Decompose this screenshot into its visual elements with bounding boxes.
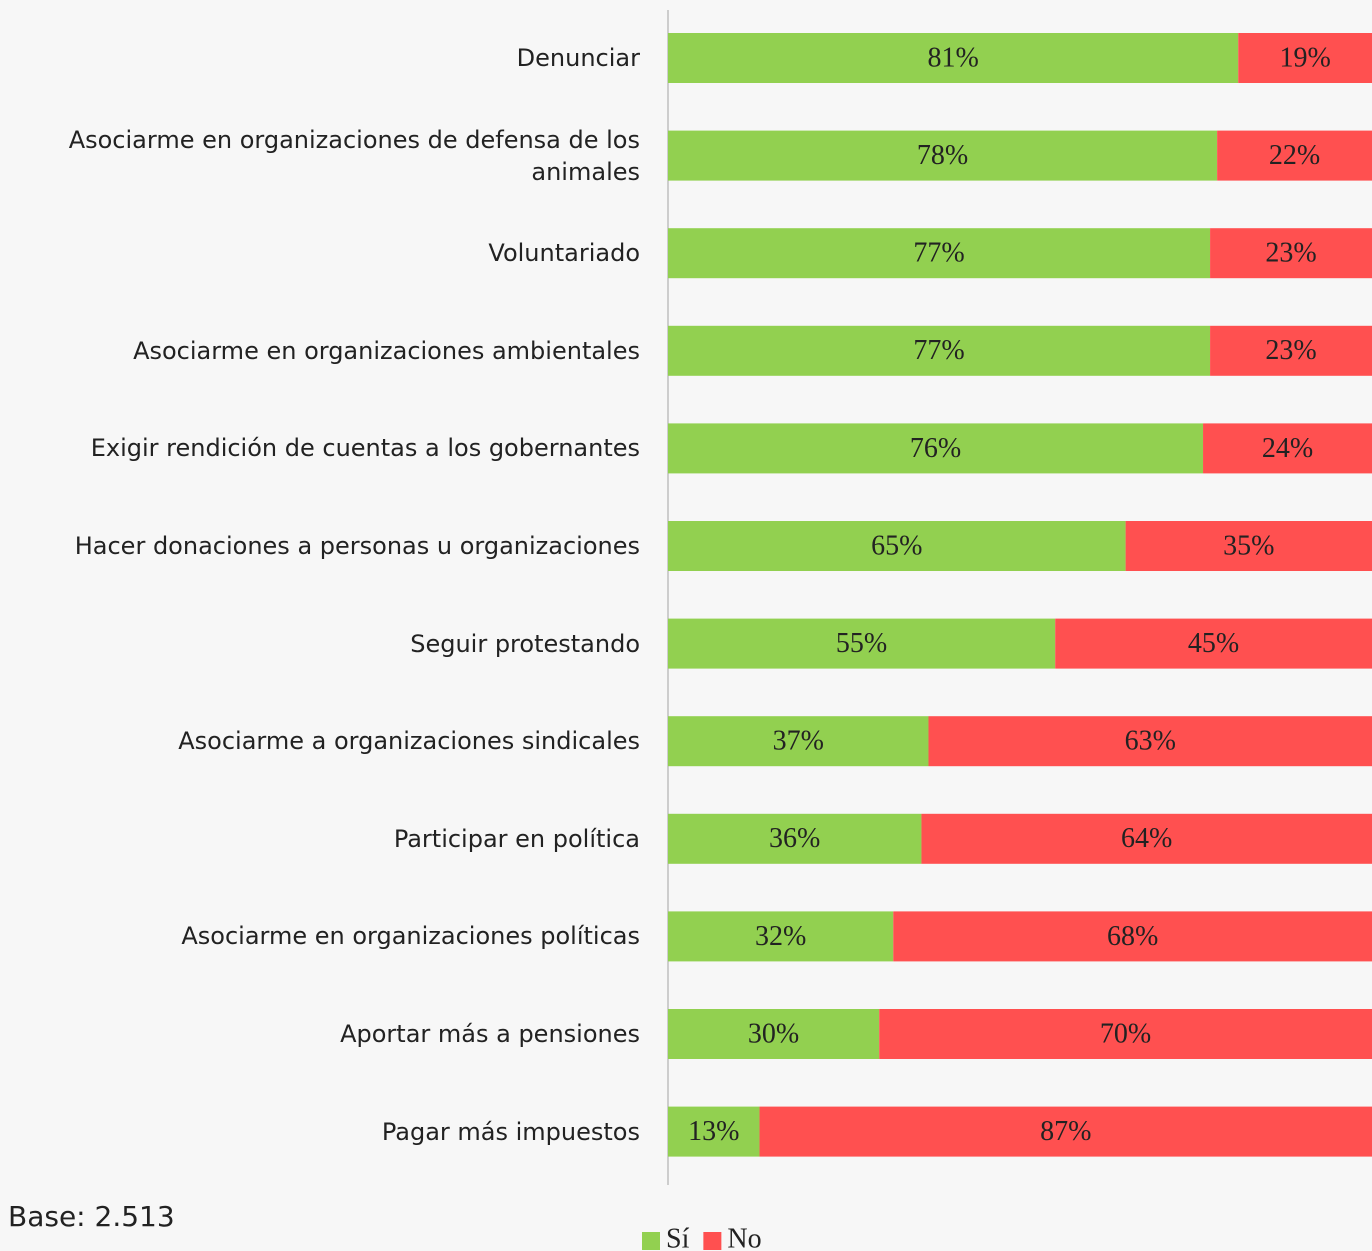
category-label: Asociarme a organizaciones sindicales [0,706,640,776]
value-label: 36% [769,823,820,854]
value-label: 45% [1188,628,1239,659]
value-label: 81% [927,42,978,73]
value-label: 78% [917,140,968,171]
category-label: Seguir protestando [0,609,640,679]
category-label: Asociarme en organizaciones ambientales [0,316,640,386]
value-label: 77% [913,335,964,366]
value-label: 76% [910,433,961,464]
category-label: Asociarme en organizaciones de defensa d… [0,121,640,191]
value-label: 23% [1265,238,1316,269]
value-label: 37% [773,726,824,757]
value-label: 30% [748,1018,799,1049]
value-label: 70% [1100,1018,1151,1049]
category-label: Denunciar [0,23,640,93]
category-label: Aportar más a pensiones [0,999,640,1069]
value-label: 77% [913,238,964,269]
value-label: 64% [1121,823,1172,854]
category-label: Asociarme en organizaciones políticas [0,901,640,971]
legend-label: No [727,1223,761,1251]
value-label: 32% [755,921,806,952]
category-label: Exigir rendición de cuentas a los gobern… [0,413,640,483]
value-label: 35% [1223,530,1274,561]
value-label: 19% [1279,42,1330,73]
value-label: 22% [1269,140,1320,171]
legend-swatch [703,1232,721,1250]
value-label: 13% [688,1116,739,1147]
category-label: Hacer donaciones a personas u organizaci… [0,511,640,581]
value-label: 55% [836,628,887,659]
value-label: 87% [1040,1116,1091,1147]
category-label: Participar en política [0,804,640,874]
legend-label: Sí [666,1223,690,1251]
value-label: 23% [1265,335,1316,366]
value-label: 68% [1107,921,1158,952]
value-label: 65% [871,530,922,561]
page: Base: 2.513 81%19%78%22%77%23%77%23%76%2… [0,0,1372,1251]
category-label: Voluntariado [0,218,640,288]
value-label: 63% [1125,726,1176,757]
category-label: Pagar más impuestos [0,1097,640,1167]
value-label: 24% [1262,433,1313,464]
legend-swatch [642,1232,660,1250]
